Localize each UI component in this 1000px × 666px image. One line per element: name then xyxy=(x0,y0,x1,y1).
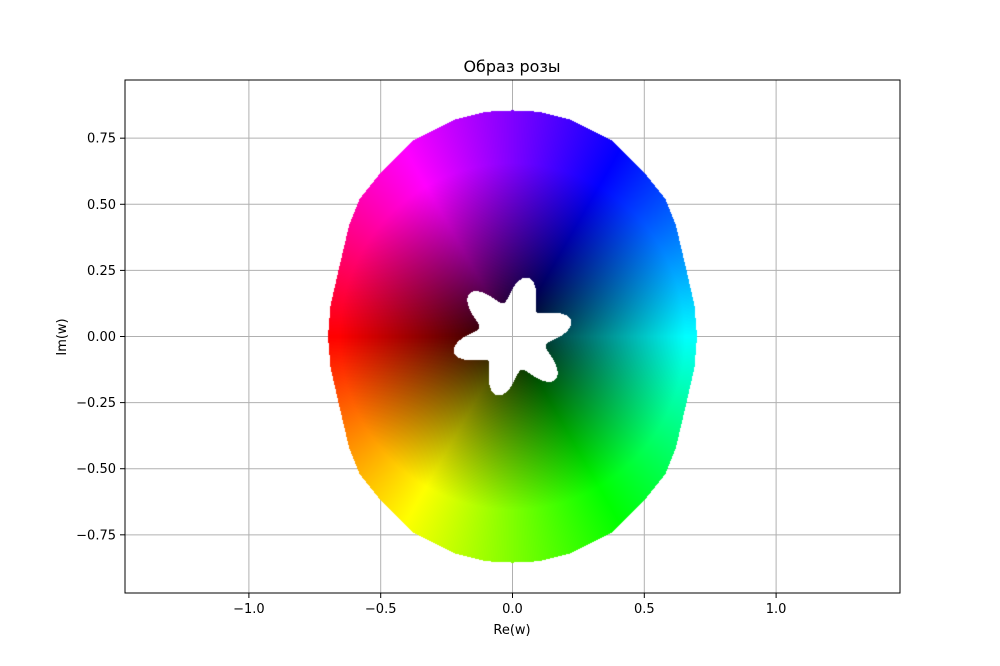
y-tick-label: −0.50 xyxy=(76,462,116,477)
y-tick-label: 0.75 xyxy=(87,132,116,147)
x-tick-label: 0.5 xyxy=(634,602,655,617)
x-axis-label: Re(w) xyxy=(493,623,530,638)
y-tick-label: 0.50 xyxy=(87,198,116,213)
y-tick-label: 0.00 xyxy=(87,330,116,345)
x-tick-label: 1.0 xyxy=(766,602,787,617)
y-axis: 0.75 0.50 0.25 0.00 −0.25 −0.50 −0.75 xyxy=(76,132,125,543)
x-tick-label: −1.0 xyxy=(233,602,265,617)
x-tick-label: −0.5 xyxy=(365,602,397,617)
y-tick-label: 0.25 xyxy=(87,264,116,279)
y-tick-label: −0.75 xyxy=(76,528,116,543)
y-axis-label: Im(w) xyxy=(55,318,70,355)
x-tick-label: 0.0 xyxy=(502,602,523,617)
y-tick-label: −0.25 xyxy=(76,396,116,411)
chart-title: Образ розы xyxy=(463,57,560,76)
x-axis: −1.0 −0.5 0.0 0.5 1.0 xyxy=(233,593,786,617)
